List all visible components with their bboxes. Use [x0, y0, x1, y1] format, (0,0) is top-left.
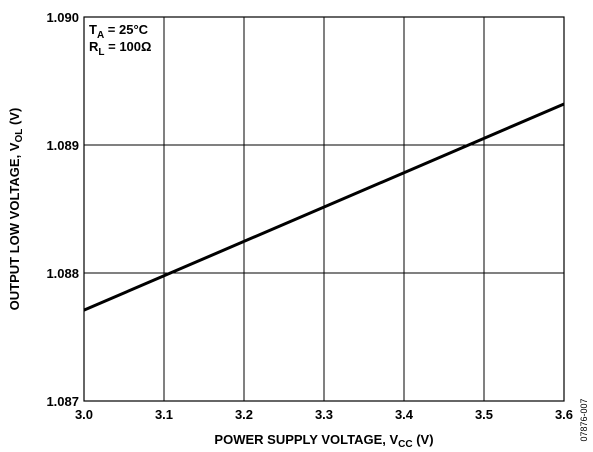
series-line — [83, 102, 565, 312]
y-tick-label: 1.088 — [46, 266, 79, 281]
conditions-annotation: TA = 25°C RL = 100Ω — [89, 22, 151, 58]
x-tick-label: 3.0 — [75, 407, 93, 422]
x-tick-label: 3.6 — [555, 407, 573, 422]
tick-labels: 3.0 3.1 3.2 3.3 3.4 3.5 3.6 1.090 1.089 1.088 1.08… — [46, 10, 573, 422]
x-tick-label: 3.5 — [475, 407, 493, 422]
grid — [84, 17, 564, 401]
x-tick-label: 3.1 — [155, 407, 173, 422]
y-tick-label: 1.090 — [46, 10, 79, 25]
plot-frame — [83, 16, 565, 402]
figure-code: 07876-007 — [579, 398, 589, 441]
y-axis-title: OUTPUT LOW VOLTAGE, VOL (V) — [7, 108, 25, 311]
x-tick-label: 3.2 — [235, 407, 253, 422]
x-axis-title: POWER SUPPLY VOLTAGE, VCC (V) — [214, 432, 433, 450]
y-tick-label: 1.089 — [46, 138, 79, 153]
x-tick-label: 3.4 — [395, 407, 414, 422]
x-tick-label: 3.3 — [315, 407, 333, 422]
y-tick-label: 1.087 — [46, 394, 79, 409]
temperature-note: TA = 25°C — [89, 22, 149, 41]
load-resistance-note: RL = 100Ω — [89, 39, 151, 58]
